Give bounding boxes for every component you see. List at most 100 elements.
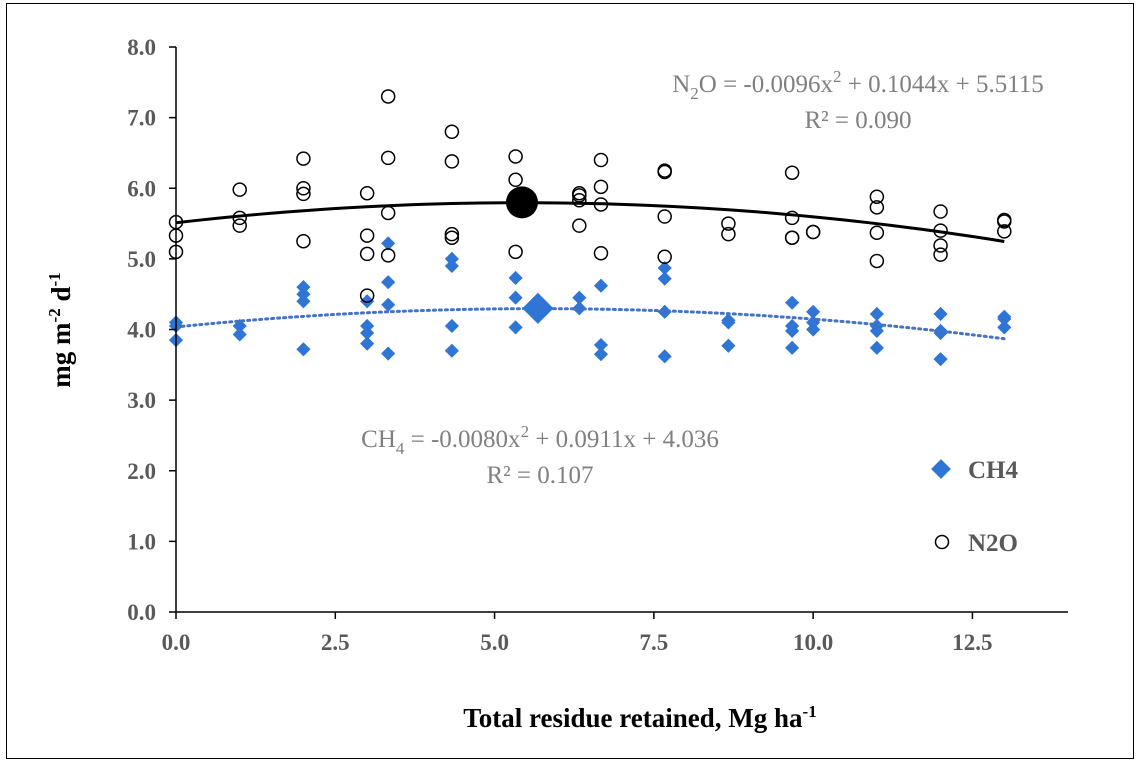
legend-n2o-marker: [934, 534, 950, 550]
y-axis-title-part-1: mg m: [46, 322, 76, 388]
n2o-point: [657, 164, 672, 180]
n2o-eq-part-3: + 0.1044x + 5.5115: [842, 71, 1044, 98]
ch4-point: [593, 347, 609, 362]
n2o-point: [296, 151, 311, 166]
legend-n2o-label: N2O: [968, 530, 1018, 557]
n2o-point: [380, 205, 396, 221]
ch4-trendline: [174, 307, 1006, 341]
ch4-point: [593, 278, 609, 293]
x-tick-label: 7.5: [639, 630, 668, 655]
ch4-point: [444, 318, 459, 334]
ch4-point: [296, 294, 311, 309]
y-axis-title-sup-2: -1: [45, 272, 64, 286]
ch4-point: [360, 325, 375, 341]
n2o-point: [380, 89, 396, 104]
ch4-point: [508, 320, 523, 335]
ch4-point: [657, 271, 672, 286]
ch4-point: [360, 294, 375, 309]
n2o-point: [784, 165, 800, 180]
n2o-point: [721, 216, 736, 231]
ch4-point: [572, 290, 587, 305]
ch4-point: [997, 320, 1012, 335]
n2o-point: [593, 179, 609, 195]
ch4-point: [721, 315, 736, 330]
y-tick-label: 8.0: [127, 35, 156, 60]
n2o-point: [444, 154, 460, 169]
n2o-point: [869, 189, 885, 204]
x-axis-title: Total residue retained, Mg ha-1: [463, 702, 816, 733]
n2o-point: [805, 224, 821, 240]
ch4-eq-part-3: + 0.0911x + 4.036: [529, 426, 719, 453]
ch4-point: [785, 295, 800, 310]
x-axis-title-text: Total residue retained, Mg ha: [463, 703, 803, 733]
n2o-point: [997, 214, 1012, 229]
ch4-point: [869, 306, 884, 322]
ch4-point: [232, 327, 247, 342]
x-axis-title-sup: -1: [803, 702, 817, 721]
n2o-point: [296, 186, 311, 202]
ch4-eq-sub: 4: [396, 439, 405, 458]
ch4-point: [785, 340, 800, 355]
ch4-point: [806, 304, 821, 319]
n2o-point: [444, 124, 460, 139]
y-axis-title-sup-1: -2: [45, 308, 64, 322]
y-tick-label: 6.0: [127, 176, 156, 201]
n2o-point: [359, 228, 375, 243]
ch4-point: [657, 260, 672, 276]
ch4-point: [869, 323, 884, 338]
n2o-point: [869, 200, 885, 215]
n2o-point: [869, 253, 885, 269]
ch4-eq-part-2: = -0.0080x: [404, 426, 521, 453]
ch4-point: [508, 270, 523, 286]
n2o-point: [508, 244, 523, 260]
y-axis-title-part-2: d: [46, 286, 76, 308]
ch4-point: [657, 349, 672, 364]
n2o-point: [933, 238, 948, 253]
n2o-r2: R² = 0.090: [804, 107, 911, 134]
ch4-mean-point: [522, 292, 554, 324]
x-tick-label: 10.0: [793, 630, 833, 655]
n2o-point: [657, 249, 672, 265]
n2o-point: [997, 224, 1012, 239]
ch4-eq-part-1: CH: [361, 426, 396, 453]
ch4-r2: R² = 0.107: [486, 462, 593, 489]
n2o-point: [444, 230, 460, 245]
n2o-point: [657, 209, 672, 224]
x-tick-label: 5.0: [480, 630, 509, 655]
n2o-point: [359, 185, 375, 201]
ch4-point: [933, 352, 948, 367]
ch4-point: [721, 338, 736, 353]
n2o-point: [784, 210, 800, 226]
legend: CH4 N2O: [931, 457, 1019, 557]
ch4-point: [296, 342, 311, 357]
n2o-point: [232, 218, 247, 233]
n2o-point: [933, 204, 948, 219]
n2o-point: [721, 226, 736, 242]
x-tick-label: 0.0: [162, 630, 191, 655]
n2o-point: [572, 193, 587, 208]
y-tick-label: 4.0: [127, 318, 156, 343]
ch4-point: [869, 340, 884, 355]
y-axis-title: mg m-2 d-1: [45, 272, 76, 387]
n2o-trend-equation: N2O = -0.0096x2 + 0.1044x + 5.5115: [672, 67, 1044, 103]
legend-ch4-label: CH4: [968, 457, 1019, 484]
x-tick-label: 12.5: [952, 630, 992, 655]
ch4-point: [360, 336, 375, 351]
n2o-point: [869, 225, 885, 240]
ch4-point: [444, 258, 459, 274]
n2o-eq-sub: 2: [690, 84, 699, 103]
n2o-point: [380, 150, 396, 166]
n2o-point: [784, 230, 800, 245]
n2o-point: [933, 247, 948, 262]
n2o-point: [380, 248, 396, 263]
n2o-point: [572, 218, 587, 233]
ch4-point: [381, 275, 396, 290]
axis-ticks: 0.0 1.0 2.0 3.0 4.0 5.0 6.0 7.0 8.0 0.0 2.5 5.0 7.5 1…: [127, 35, 992, 655]
y-tick-label: 5.0: [127, 247, 156, 272]
n2o-point: [296, 233, 311, 249]
ch4-point: [444, 343, 459, 358]
legend-ch4-marker: [931, 459, 951, 479]
n2o-mean-point: [505, 186, 538, 219]
ch4-point: [657, 304, 672, 319]
